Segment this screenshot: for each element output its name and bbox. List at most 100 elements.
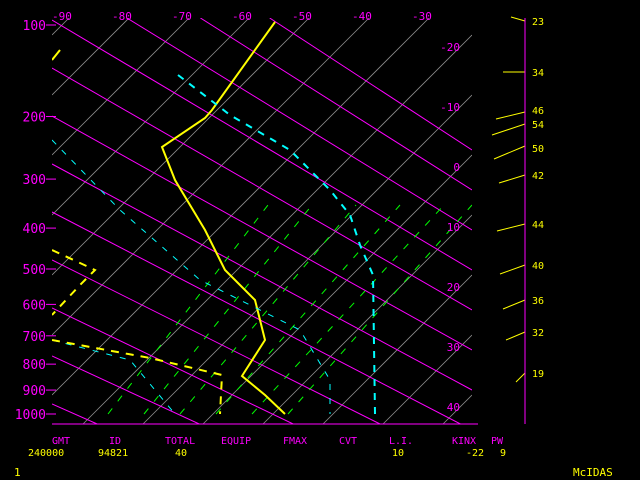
pressure-axis-label: 800 — [23, 358, 46, 373]
parcel-profile-left — [52, 249, 97, 316]
top-axis-temperature-label: -70 — [172, 10, 192, 23]
dry-adiabat-line — [52, 211, 461, 424]
isotherm-label: 40 — [447, 401, 460, 414]
isotherm-label: 30 — [447, 341, 460, 354]
dry-adiabat-line — [52, 115, 472, 351]
index-header: EQUIP — [221, 436, 251, 447]
mixing-ratio-line — [215, 204, 401, 415]
isotherm-line — [52, 18, 430, 396]
dry-adiabat-line — [52, 67, 472, 311]
dry-adiabat-line — [126, 18, 472, 231]
wind-barb — [510, 16, 526, 22]
isotherm-line — [52, 18, 250, 216]
top-axis-temperature-label: -90 — [52, 10, 72, 23]
pressure-axis-label: 500 — [23, 263, 46, 278]
index-header: KINX — [452, 436, 476, 447]
dewpoint-profile-upper — [177, 74, 376, 415]
pressure-axis-label: 300 — [23, 173, 46, 188]
top-axis-temperature-label: -50 — [292, 10, 312, 23]
pressure-axis-label: 900 — [23, 384, 46, 399]
temperature-fragment-top — [52, 49, 61, 61]
dry-adiabat-line — [269, 18, 472, 151]
mixing-ratio-lines — [107, 204, 472, 415]
dry-adiabat-line — [52, 19, 472, 271]
frame-number: 1 — [14, 466, 21, 479]
dry-adiabat-line — [52, 307, 294, 424]
wind-speed-label: 36 — [532, 296, 544, 307]
wind-speed-label: 23 — [532, 17, 544, 28]
isotherm-line — [442, 394, 472, 424]
pressure-axis-label: 100 — [23, 19, 46, 34]
isotherm-line — [142, 94, 472, 424]
parcel-profile — [52, 339, 224, 415]
index-header: TOTAL — [165, 436, 195, 447]
mixing-ratio-line — [251, 204, 445, 415]
index-header: PW — [491, 436, 504, 447]
isotherm-line — [52, 18, 70, 36]
mixing-ratio-line — [143, 204, 313, 415]
dry-adiabat-line — [52, 355, 200, 424]
index-value: -22 — [466, 448, 484, 459]
isotherm-label: 20 — [447, 281, 460, 294]
dry-adiabat-line — [52, 163, 472, 391]
dry-adiabat-line — [52, 403, 98, 424]
pressure-axis-label: 400 — [23, 222, 46, 237]
isotherm-label: -20 — [440, 41, 460, 54]
index-value: 9 — [500, 448, 506, 459]
index-value: 40 — [175, 448, 187, 459]
wind-speed-label: 40 — [532, 261, 544, 272]
wind-barb — [498, 174, 526, 184]
isotherm-line — [52, 18, 310, 276]
wind-barbs: 23 34 46 54 50 42 44 40 36 32 19 — [491, 16, 544, 383]
pressure-axis-label: 1000 — [15, 408, 46, 423]
wind-speed-label: 19 — [532, 369, 544, 380]
top-axis-temperature-label: -40 — [352, 10, 372, 23]
index-header: FMAX — [283, 436, 307, 447]
wind-speed-label: 42 — [532, 171, 544, 182]
mcidas-brand: McIDAS — [573, 466, 613, 479]
dry-adiabat-line — [200, 18, 472, 191]
isotherm-line — [262, 214, 472, 424]
mixing-ratio-line — [107, 204, 269, 415]
wind-barb — [499, 264, 526, 275]
top-axis-temperature-label: -80 — [112, 10, 132, 23]
isotherms — [52, 18, 472, 424]
isotherm-line — [202, 154, 472, 424]
wind-barb — [491, 123, 526, 136]
wind-speed-label: 32 — [532, 328, 544, 339]
top-axis-temperature-label: -30 — [412, 10, 432, 23]
wind-barb — [515, 372, 526, 383]
isotherm-label: -10 — [440, 101, 460, 114]
isotherm-line — [382, 334, 472, 424]
dewpoint-profile-left — [52, 339, 176, 415]
dewpoint-profile-lower — [52, 139, 331, 414]
wind-speed-label: 50 — [532, 144, 544, 155]
wind-barb — [505, 331, 526, 341]
axis-labels: -90 -80 -70 -60 -50 -40 -30 100 200 300 400 500 600 7… — [14, 10, 613, 479]
top-axis-temperature-label: -60 — [232, 10, 252, 23]
dry-adiabat-line — [52, 259, 381, 424]
isotherm-line — [52, 18, 190, 156]
index-value: 10 — [392, 448, 404, 459]
index-value: 240000 — [28, 448, 64, 459]
wind-speed-label: 44 — [532, 220, 544, 231]
wind-barb — [502, 299, 526, 310]
pressure-axis-label: 600 — [23, 298, 46, 313]
isotherm-line — [82, 34, 472, 424]
pressure-axis-label: 200 — [23, 111, 46, 126]
dry-adiabats — [52, 18, 472, 424]
mixing-ratio-line — [179, 204, 357, 415]
index-header: L.I. — [389, 436, 413, 447]
sounding-profiles — [52, 21, 376, 415]
wind-barb — [493, 145, 526, 160]
index-value: 94821 — [98, 448, 128, 459]
isotherm-line — [52, 18, 130, 96]
pressure-axis-label: 700 — [23, 330, 46, 345]
temperature-profile — [160, 21, 286, 415]
wind-speed-label: 34 — [532, 68, 544, 79]
wind-barb — [495, 111, 526, 120]
wind-speed-label: 46 — [532, 106, 544, 117]
wind-speed-label: 54 — [532, 120, 544, 131]
isotherm-label: 10 — [447, 221, 460, 234]
